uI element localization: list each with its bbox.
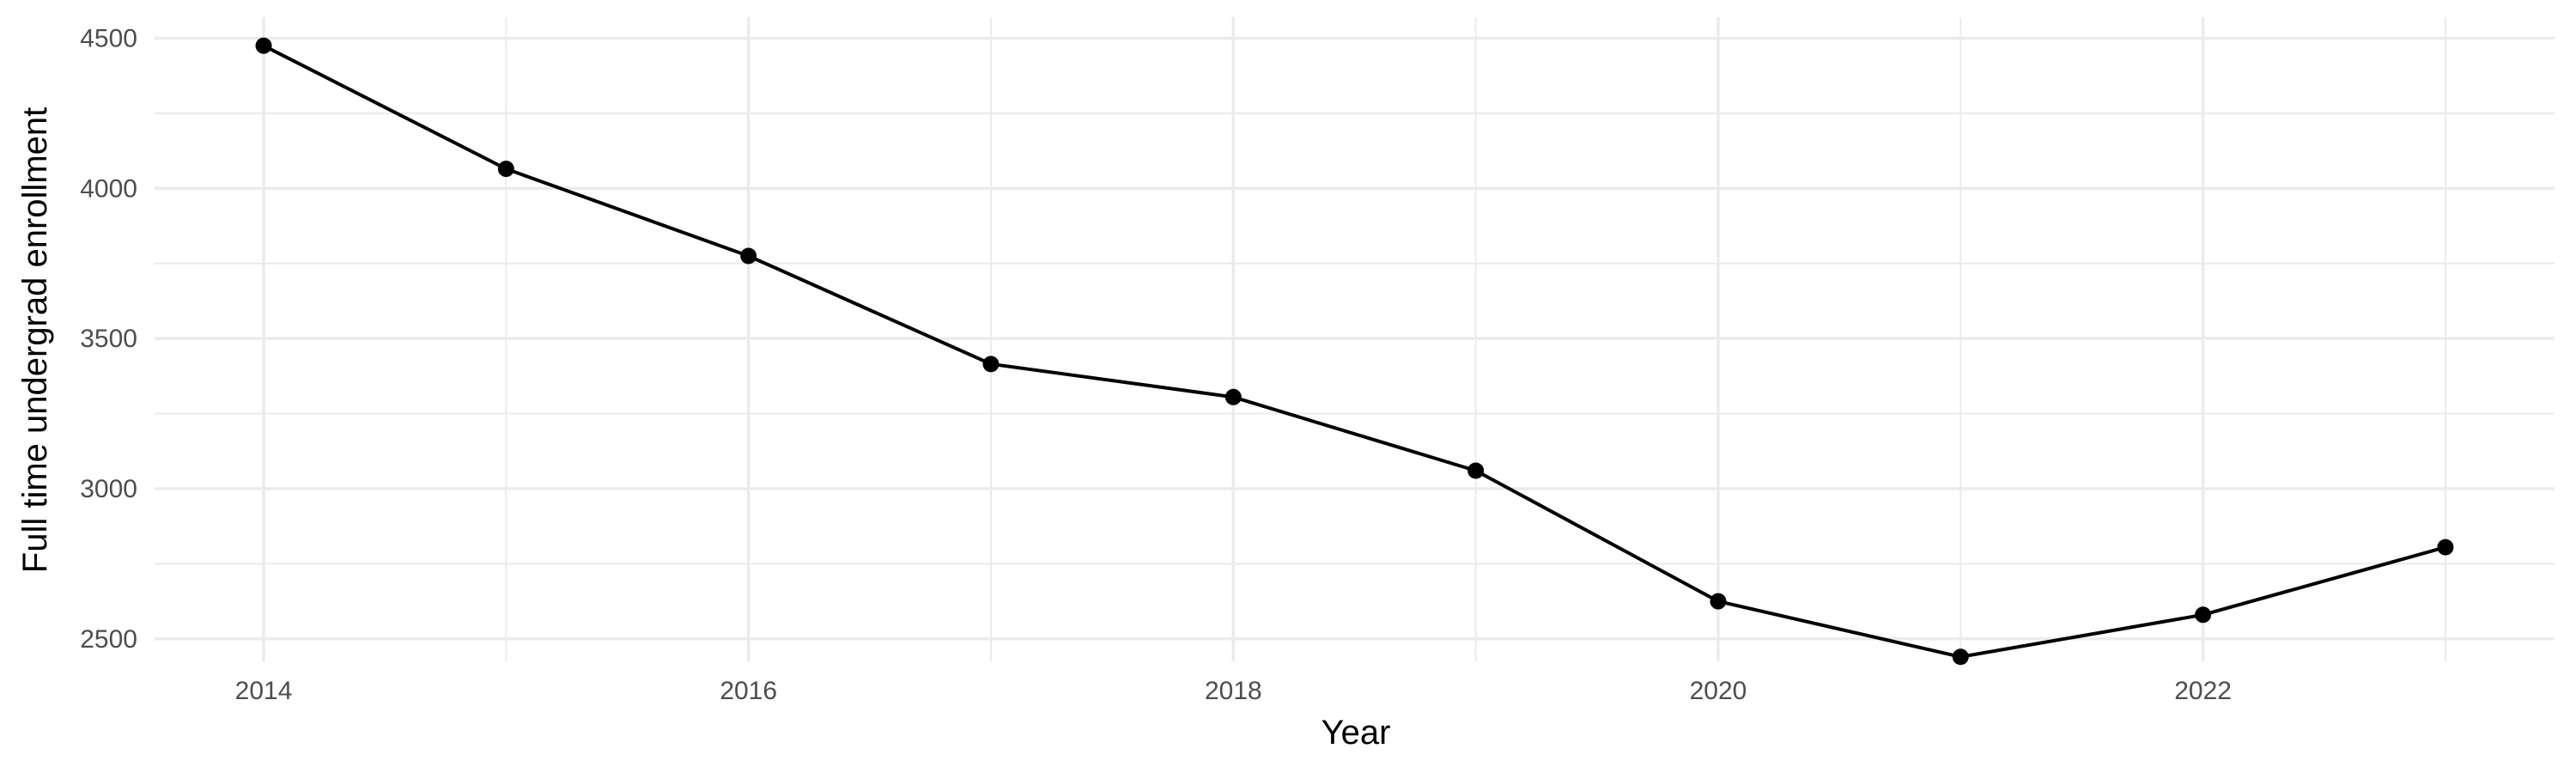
data-point [497, 161, 514, 178]
y-tick-label: 4500 [80, 24, 137, 52]
y-tick-label: 4000 [80, 174, 137, 203]
data-point [2437, 539, 2454, 556]
grid [155, 17, 2555, 661]
x-tick-label: 2022 [2174, 677, 2232, 705]
y-tick-label: 3500 [80, 325, 137, 353]
x-tick-label: 2020 [1690, 677, 1747, 705]
y-tick-label: 2500 [80, 625, 137, 654]
x-tick-label: 2016 [720, 677, 777, 705]
data-point [1710, 593, 1727, 610]
data-point [1224, 388, 1242, 405]
data-point [1467, 462, 1485, 479]
data-point [740, 247, 757, 265]
series-line [263, 44, 2446, 659]
y-tick-labels: 2500 3000 3500 4000 4500 [80, 24, 137, 653]
data-point [1952, 648, 1969, 666]
data-point [2195, 606, 2212, 624]
x-tick-label: 2018 [1205, 677, 1262, 705]
data-point [255, 37, 272, 54]
y-tick-label: 3000 [80, 475, 137, 503]
series-line-layer [263, 44, 2446, 659]
y-axis-title: Full time undergrad enrollment [16, 107, 54, 573]
x-tick-labels: 2014 2016 2018 2020 2022 [235, 677, 2232, 705]
x-tick-label: 2014 [235, 677, 293, 705]
x-axis-title: Year [1321, 714, 1391, 752]
data-point [982, 356, 999, 373]
data-points [255, 37, 2454, 666]
